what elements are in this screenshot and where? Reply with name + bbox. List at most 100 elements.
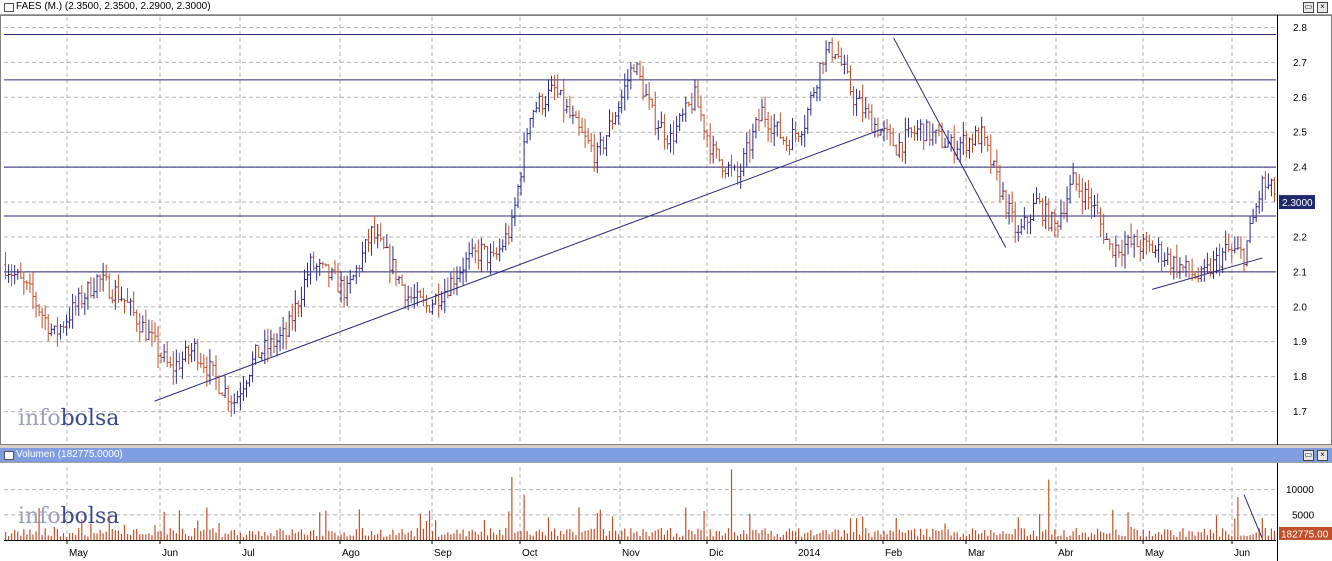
ohlc-bar bbox=[992, 160, 996, 167]
ohlc-bar bbox=[211, 361, 215, 376]
ohlc-bar bbox=[595, 142, 599, 173]
ohlc-bar bbox=[522, 132, 526, 183]
x-tick-label: 2014 bbox=[798, 548, 821, 559]
ohlc-bar bbox=[739, 163, 743, 189]
ohlc-bar bbox=[1254, 202, 1258, 223]
x-tick-label: Jun bbox=[1234, 548, 1250, 559]
ohlc-bar bbox=[363, 239, 367, 263]
ohlc-bar bbox=[193, 338, 197, 362]
restore-button[interactable]: ▭ bbox=[1303, 450, 1314, 461]
ohlc-bar bbox=[525, 128, 529, 144]
ohlc-bar bbox=[177, 352, 181, 371]
y-tick-label: 2.0 bbox=[1293, 302, 1307, 313]
ohlc-bar bbox=[116, 274, 120, 303]
ohlc-bar bbox=[824, 40, 828, 73]
trendline bbox=[154, 128, 884, 402]
ohlc-bar bbox=[1007, 194, 1011, 225]
ohlc-bar bbox=[641, 65, 645, 101]
ohlc-bar bbox=[906, 117, 910, 138]
ohlc-bar bbox=[733, 164, 737, 171]
ohlc-bar bbox=[251, 351, 255, 383]
ohlc-bar bbox=[318, 258, 322, 277]
ohlc-bar bbox=[1132, 234, 1136, 258]
ohlc-bar bbox=[388, 243, 392, 284]
ohlc-bar bbox=[543, 95, 547, 117]
volume-panel-titlebar: Volumen (182775.0000) ▭ × bbox=[0, 448, 1332, 463]
ohlc-bar bbox=[931, 123, 935, 146]
ohlc-bar bbox=[1166, 247, 1170, 265]
ohlc-bar bbox=[537, 92, 541, 113]
ohlc-bar bbox=[1102, 213, 1106, 244]
ohlc-bar bbox=[327, 264, 331, 288]
ohlc-bar bbox=[1141, 233, 1145, 260]
ohlc-bar bbox=[937, 123, 941, 137]
ohlc-bar bbox=[174, 349, 178, 384]
ohlc-bar bbox=[736, 161, 740, 185]
ohlc-bar bbox=[16, 268, 20, 280]
ohlc-bar bbox=[583, 118, 587, 148]
ohlc-bar bbox=[623, 73, 627, 111]
ohlc-bar bbox=[275, 333, 279, 357]
ohlc-bar bbox=[180, 351, 184, 379]
ohlc-bar bbox=[49, 323, 53, 337]
ohlc-bar bbox=[559, 89, 563, 96]
ohlc-bar bbox=[916, 120, 920, 141]
ohlc-bar bbox=[714, 141, 718, 159]
ohlc-bar bbox=[1056, 220, 1060, 238]
ohlc-bar bbox=[400, 274, 404, 286]
ohlc-bar bbox=[141, 315, 145, 333]
x-tick-label: Mar bbox=[968, 548, 986, 559]
ohlc-bar bbox=[1187, 260, 1191, 279]
ohlc-bar bbox=[43, 305, 47, 331]
ohlc-bar bbox=[156, 325, 160, 369]
ohlc-bar bbox=[376, 224, 380, 249]
ohlc-bar bbox=[351, 274, 355, 281]
last-value-tag bbox=[1279, 195, 1315, 210]
ohlc-bar bbox=[354, 265, 358, 285]
ohlc-bar bbox=[540, 93, 544, 115]
ohlc-bar bbox=[223, 375, 227, 399]
ohlc-bar bbox=[809, 91, 813, 116]
restore-button[interactable]: ▭ bbox=[1303, 2, 1314, 13]
x-tick-label: Jun bbox=[162, 548, 178, 559]
ohlc-bar bbox=[1025, 215, 1029, 235]
ohlc-bar bbox=[431, 299, 435, 315]
ohlc-bar bbox=[190, 343, 194, 363]
ohlc-bar bbox=[199, 352, 203, 368]
ohlc-bar bbox=[1010, 191, 1014, 223]
ohlc-bar bbox=[717, 148, 721, 162]
close-button[interactable]: × bbox=[1317, 2, 1328, 13]
ohlc-bar bbox=[348, 269, 352, 294]
ohlc-bar bbox=[983, 126, 987, 146]
ohlc-bar bbox=[592, 133, 596, 172]
ohlc-bar bbox=[531, 109, 535, 128]
ohlc-bar bbox=[1147, 234, 1151, 252]
ohlc-bar bbox=[229, 395, 233, 417]
ohlc-bar bbox=[919, 119, 923, 141]
ohlc-bar bbox=[1031, 193, 1035, 222]
ohlc-bar bbox=[867, 103, 871, 120]
ohlc-bar bbox=[254, 344, 258, 365]
ohlc-bar bbox=[241, 375, 245, 401]
ohlc-bar bbox=[312, 251, 316, 271]
ohlc-bar bbox=[226, 385, 230, 412]
ohlc-bar bbox=[598, 132, 602, 156]
ohlc-bar bbox=[885, 118, 889, 140]
ohlc-bar bbox=[208, 349, 212, 385]
ohlc-bar bbox=[1123, 231, 1127, 269]
x-tick-label: Feb bbox=[885, 548, 903, 559]
ohlc-bar bbox=[964, 131, 968, 158]
ohlc-bar bbox=[1178, 257, 1182, 279]
ohlc-bar bbox=[772, 113, 776, 147]
ohlc-bar bbox=[958, 136, 962, 163]
ohlc-bar bbox=[1208, 257, 1212, 277]
ohlc-bar bbox=[510, 209, 514, 242]
ohlc-bar bbox=[818, 62, 822, 101]
x-tick-label: Abr bbox=[1058, 548, 1074, 559]
ohlc-bar bbox=[1266, 173, 1270, 190]
ohlc-bar bbox=[757, 108, 761, 132]
ohlc-bar bbox=[461, 257, 465, 285]
close-button[interactable]: × bbox=[1317, 450, 1328, 461]
ohlc-bar bbox=[498, 238, 502, 262]
ohlc-bar bbox=[260, 352, 264, 361]
